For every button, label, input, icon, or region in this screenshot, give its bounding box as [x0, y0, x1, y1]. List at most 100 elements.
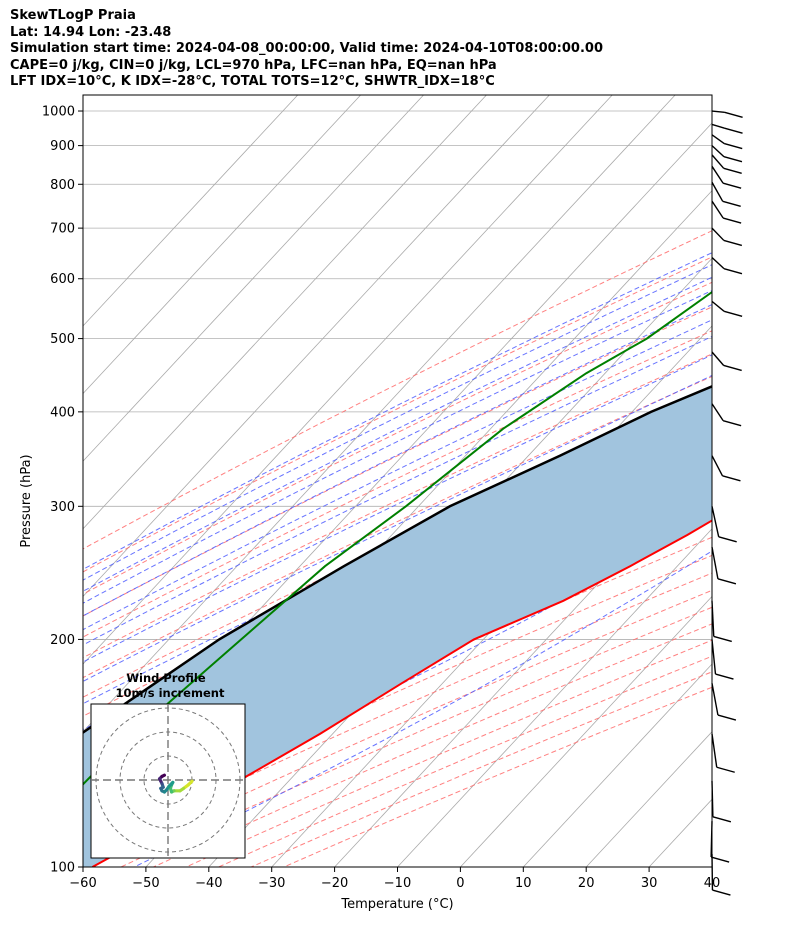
x-tick-label: 30: [641, 876, 658, 891]
wind-barb: [711, 123, 725, 129]
stability-indices-1: CAPE=0 j/kg, CIN=0 j/kg, LCL=970 hPa, LF…: [10, 57, 497, 73]
wind-barb: [711, 145, 725, 158]
x-tick-label: −40: [195, 876, 222, 891]
chart-title: SkewTLogP Praia: [10, 8, 136, 23]
isotherm: [83, 95, 424, 462]
wind-barb-flag: [722, 475, 741, 482]
mixing-ratio-line: [733, 95, 794, 339]
wind-barb-flag: [723, 364, 742, 372]
moist-adiabat: [83, 319, 712, 631]
wind-barb-flag: [710, 856, 730, 863]
hodograph-subtitle: 10m/s increment: [116, 686, 225, 700]
wind-barb: [710, 821, 713, 858]
moist-adiabat: [83, 289, 712, 604]
wind-barb: [711, 300, 725, 312]
wind-barb-flag: [717, 714, 737, 721]
wind-barb-flag: [724, 142, 743, 150]
y-tick-label: 300: [50, 500, 75, 515]
wind-barb-flag: [724, 111, 743, 118]
x-tick-label: −50: [132, 876, 159, 891]
x-axis-label: Temperature (°C): [340, 897, 453, 912]
wind-barb: [711, 110, 725, 113]
wind-barb-flag: [716, 766, 735, 773]
wind-barb: [711, 134, 725, 145]
stability-indices-2: LFT IDX=10°C, K IDX=-28°C, TOTAL TOTS=12…: [10, 74, 495, 89]
y-tick-label: 100: [50, 861, 75, 876]
wind-barb-flag: [713, 635, 732, 643]
y-axis-label: Pressure (hPa): [19, 454, 34, 547]
y-tick-label: 700: [50, 222, 75, 237]
moist-adiabat: [83, 264, 712, 581]
y-tick-label: 900: [50, 139, 75, 154]
isotherm: [83, 95, 487, 530]
wind-barb-flag: [717, 578, 737, 585]
isotherm: [83, 95, 299, 327]
wind-barb: [711, 257, 725, 270]
moist-adiabat: [83, 304, 712, 617]
wind-barb: [711, 600, 715, 637]
wind-barb-flag: [712, 889, 731, 896]
wind-barb-flag: [722, 182, 742, 189]
wind-barbs: [710, 110, 743, 896]
wind-barb-flag: [712, 816, 732, 823]
isotherm: [711, 866, 712, 867]
isotherm: [460, 595, 712, 867]
wind-barb-flag: [723, 310, 743, 317]
location-coordinates: Lat: 14.94 Lon: -23.48: [10, 24, 172, 40]
wind-barb: [711, 227, 725, 241]
wind-barb: [711, 639, 717, 675]
x-tick-label: −10: [384, 876, 411, 891]
x-tick-label: 10: [515, 876, 532, 891]
isotherm: [83, 95, 361, 395]
x-tick-label: −20: [321, 876, 348, 891]
wind-barb: [711, 181, 724, 202]
axes: −60−50−40−30−20−100102030401000900800700…: [19, 94, 720, 912]
wind-barb-flag: [715, 673, 734, 680]
isotherm: [83, 95, 550, 598]
dry-adiabat: [83, 281, 712, 595]
wind-barb: [711, 546, 719, 579]
wind-barb-flag: [723, 167, 742, 175]
wind-barb: [711, 200, 724, 219]
wind-barb-flag: [724, 127, 743, 134]
temperature-line: [91, 519, 712, 867]
simulation-time: Simulation start time: 2024-04-08_00:00:…: [10, 41, 603, 56]
x-tick-label: −30: [258, 876, 285, 891]
wind-barb: [711, 165, 724, 184]
wind-barb-flag: [723, 156, 743, 163]
moist-adiabat: [83, 354, 712, 663]
wind-barb: [711, 351, 725, 366]
wind-barb-flag: [722, 217, 742, 224]
y-tick-label: 800: [50, 178, 75, 193]
wind-barb: [711, 455, 724, 477]
hodograph-segment: [160, 773, 166, 779]
wind-barb: [711, 506, 720, 537]
y-tick-label: 500: [50, 332, 75, 347]
parcel-profile-line: [83, 385, 712, 735]
isotherm: [523, 663, 712, 867]
chart-header: SkewTLogP Praia Lat: 14.94 Lon: -23.48 S…: [10, 8, 603, 91]
wind-barb: [711, 780, 714, 817]
x-tick-label: 0: [456, 876, 464, 891]
wind-barb-flag: [723, 239, 743, 247]
y-tick-label: 1000: [42, 105, 75, 120]
wind-barb: [711, 403, 724, 422]
y-tick-label: 200: [50, 633, 75, 648]
hodograph-title: Wind Profile: [126, 671, 206, 685]
wind-barb-flag: [722, 419, 742, 427]
moist-adiabat: [83, 335, 712, 646]
dry-adiabat: [83, 330, 712, 638]
wind-barb: [711, 683, 719, 716]
moist-adiabat: [83, 276, 712, 592]
x-tick-label: −60: [69, 876, 96, 891]
isotherm: [585, 731, 712, 867]
wind-barb: [711, 154, 725, 169]
dry-adiabat: [83, 375, 712, 679]
dry-adiabat: [83, 256, 712, 573]
moist-adiabat: [83, 252, 712, 570]
wind-barb-flag: [722, 200, 741, 207]
isotherm: [397, 528, 712, 867]
wind-barb: [711, 733, 718, 768]
